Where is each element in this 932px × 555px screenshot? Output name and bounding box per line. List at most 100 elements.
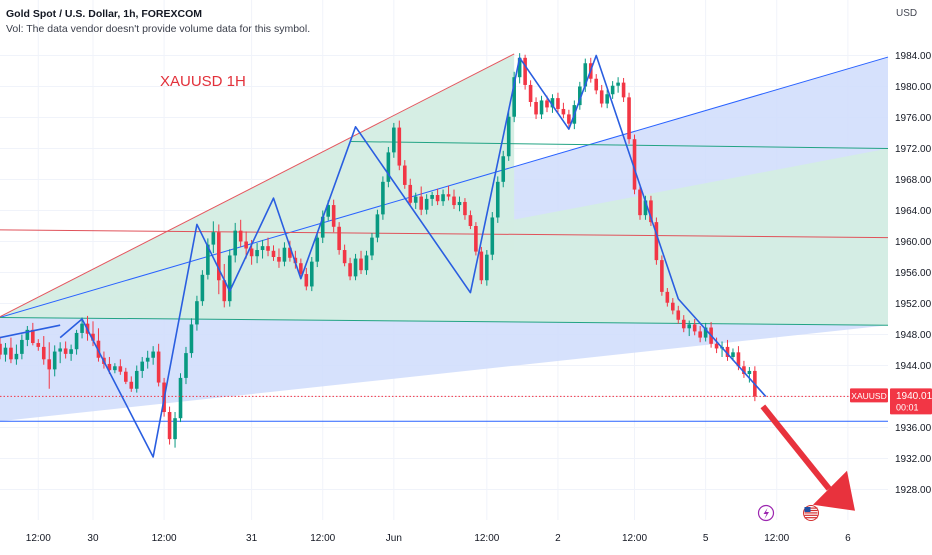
candle <box>320 216 325 238</box>
candle <box>118 366 123 372</box>
candle <box>435 195 440 202</box>
candle <box>140 361 145 371</box>
candle <box>561 108 566 115</box>
x-tick-label: 5 <box>703 533 709 544</box>
x-tick-label: 12:00 <box>310 533 335 544</box>
candle <box>91 333 95 341</box>
candle <box>463 201 467 216</box>
us-flag-icon <box>803 505 819 521</box>
wave-entry-line <box>0 324 61 339</box>
candle <box>446 194 451 197</box>
projection-arrow-head <box>813 470 855 511</box>
candle <box>52 351 57 370</box>
candle <box>156 351 161 383</box>
candle <box>676 310 681 320</box>
candle <box>610 85 615 95</box>
candle <box>255 250 259 257</box>
candle <box>594 78 599 91</box>
candle <box>616 82 620 86</box>
y-tick-label: 1952.00 <box>895 299 932 310</box>
candle <box>419 196 423 210</box>
candle <box>14 353 19 360</box>
candle <box>714 343 719 349</box>
currency-label: USD <box>896 8 918 19</box>
us-flag-icon-stripe <box>804 507 818 509</box>
y-tick-label: 1956.00 <box>895 268 932 279</box>
candle <box>211 232 216 245</box>
candle <box>545 100 549 108</box>
candle <box>74 332 79 350</box>
candle <box>145 357 150 362</box>
symbol-annotation: XAUUSD 1H <box>160 73 246 90</box>
candle <box>80 323 84 333</box>
candle <box>424 198 429 210</box>
candle <box>189 324 194 354</box>
candle <box>381 181 385 215</box>
candle <box>107 363 112 371</box>
candle <box>402 165 407 185</box>
channel-mid-line <box>0 316 889 326</box>
candle <box>353 258 358 277</box>
candle <box>9 347 13 360</box>
candle <box>512 77 516 117</box>
candle <box>539 100 544 115</box>
candle <box>523 57 527 85</box>
y-tick-label: 1960.00 <box>895 237 932 248</box>
candle <box>129 381 134 389</box>
candle <box>386 152 391 182</box>
candle <box>621 82 626 98</box>
x-tick-label: 12:00 <box>764 533 789 544</box>
candle <box>550 98 555 108</box>
candle <box>599 90 604 104</box>
candle <box>58 348 62 352</box>
candle <box>20 339 24 354</box>
candle <box>490 217 495 255</box>
candle <box>578 86 582 106</box>
candle <box>173 418 177 440</box>
x-axis-panel <box>0 520 889 550</box>
wedge-line <box>0 53 515 318</box>
candle <box>151 351 155 358</box>
x-tick-label: Jun <box>386 533 402 544</box>
candle <box>681 319 686 329</box>
candle <box>736 352 741 367</box>
candle <box>277 257 281 262</box>
us-flag-icon-stripe <box>804 517 818 519</box>
x-tick-label: 12:00 <box>26 533 51 544</box>
candle <box>501 156 506 182</box>
y-tick-label: 1980.00 <box>895 82 932 93</box>
candle <box>654 222 659 261</box>
candle <box>692 324 697 332</box>
y-tick-label: 1932.00 <box>895 454 932 465</box>
lightning-icon-bolt <box>763 508 769 519</box>
candle <box>364 255 369 271</box>
candle <box>474 226 478 252</box>
x-tick-label: 30 <box>87 533 99 544</box>
candle <box>271 250 276 257</box>
candle <box>534 102 538 115</box>
candle <box>244 241 248 249</box>
candle <box>288 247 292 258</box>
candle <box>703 327 708 338</box>
candle <box>457 201 462 206</box>
horizontal-level-line <box>0 229 889 239</box>
candle <box>731 352 735 357</box>
candle <box>31 329 35 344</box>
y-tick-label: 1964.00 <box>895 206 932 217</box>
candle <box>124 371 128 382</box>
candle <box>742 366 746 375</box>
candle <box>326 205 330 217</box>
candle <box>485 254 489 281</box>
candle <box>134 370 139 389</box>
candle <box>3 347 8 355</box>
candle <box>649 200 653 223</box>
candle <box>217 232 221 281</box>
candle <box>665 291 670 303</box>
candle <box>206 244 210 275</box>
candle <box>408 184 413 203</box>
candle <box>567 114 571 124</box>
candle <box>687 324 692 329</box>
candle <box>41 346 46 360</box>
